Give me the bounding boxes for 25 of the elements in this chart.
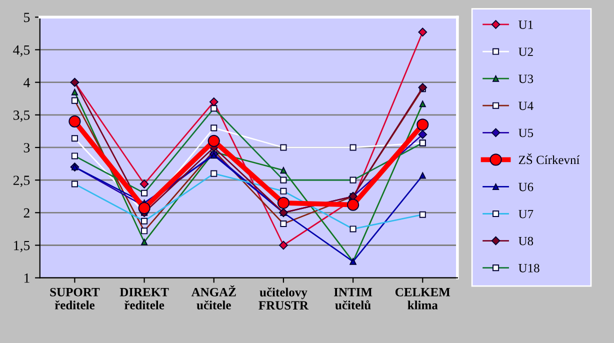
legend-label: U1 [518, 20, 533, 29]
x-tick-label: INTIM učitelů [334, 288, 372, 310]
x-tick-label: DIREKT ředitele [120, 288, 169, 310]
y-tick-label: 3 [24, 143, 30, 152]
legend-label: U3 [518, 74, 534, 84]
y-tick-label: 2,5 [13, 176, 30, 188]
legend-label: U4 [518, 102, 534, 110]
x-tick-label: CELKEM klima [395, 288, 450, 310]
legend-label: U6 [518, 182, 534, 192]
y-tick-label: 4 [24, 78, 30, 88]
legend-label: ZŠ Církevní [518, 153, 580, 164]
y-tick-label: 3,5 [13, 110, 30, 122]
legend-label: U5 [518, 128, 534, 138]
x-tick-label: ANGAŽ učitele [191, 285, 236, 310]
legend-label: U7 [518, 210, 534, 218]
x-tick-label: učitelovy FRUSTR [258, 288, 309, 310]
y-tick-label: 5 [24, 12, 30, 22]
legend-label: U2 [518, 48, 533, 56]
y-tick-label: 1,5 [14, 240, 30, 252]
x-tick-label: SUPORT ředitele [50, 288, 100, 310]
legend-label: U8 [518, 236, 534, 246]
y-tick-label: 2 [24, 208, 30, 218]
legend-label: U18 [518, 264, 540, 272]
y-tick-label: 1 [24, 273, 30, 283]
y-tick-label: 4,5 [13, 45, 30, 57]
